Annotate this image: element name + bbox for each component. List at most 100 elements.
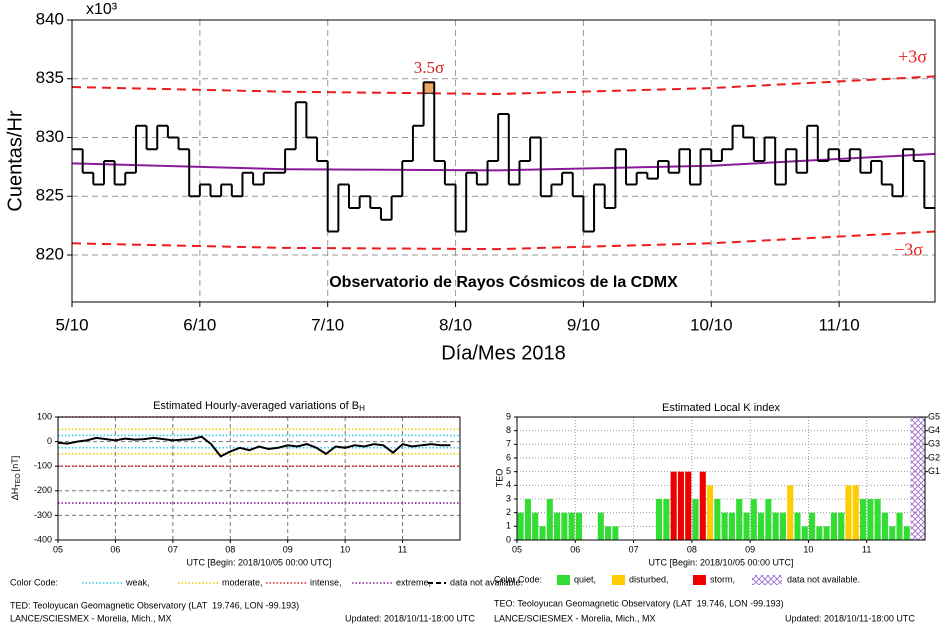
x-tick-label: 7/10 (311, 315, 344, 334)
y-tick-label: 840 (36, 9, 64, 28)
y2-tick-label: G4 (928, 425, 940, 435)
chart-title: Estimated Local K index (662, 402, 781, 414)
bar (714, 499, 721, 540)
plot-frame (57, 416, 461, 541)
bar (801, 526, 808, 540)
bar (605, 526, 612, 540)
legend-label: intense, (310, 577, 342, 587)
x-tick-label: 06 (110, 544, 120, 554)
bar (794, 512, 801, 540)
legend-heading: Color Code: (494, 574, 542, 584)
data-line (57, 435, 451, 458)
bar (597, 512, 604, 540)
plot-frame (516, 416, 926, 541)
bar (561, 512, 568, 540)
x-tick-label: 05 (512, 544, 522, 554)
bar (860, 499, 867, 540)
y-tick-label: 100 (37, 411, 52, 421)
x-axis-label: UTC [Begin: 2018/10/05 00:00 UTC] (648, 557, 793, 567)
footer-text: Updated: 2018/10/11-18:00 UTC (785, 613, 915, 623)
x-tick-label: 11 (398, 544, 407, 554)
bar (816, 526, 823, 540)
x-tick-label: 08 (687, 544, 697, 554)
legend-swatch (693, 575, 706, 585)
exceed-label: 3.5σ (414, 58, 444, 77)
y-tick-label: 4 (506, 480, 511, 490)
legend-label: quiet, (574, 574, 596, 584)
y-tick-label: 835 (36, 68, 64, 87)
bar (612, 526, 619, 540)
sigma-label: −3σ (894, 240, 923, 260)
x-tick-label: 10 (803, 544, 813, 554)
bar (532, 512, 539, 540)
bar (779, 512, 786, 540)
footer-text: LANCE/SCIESMEX - Morelia, Mich., MX (10, 613, 172, 623)
y-tick-label: 7 (506, 439, 511, 449)
chart-title: Observatorio de Rayos Cósmicos de la CDM… (329, 274, 678, 291)
legend-label: data not available. (450, 577, 523, 587)
legend-label: data not available. (787, 574, 860, 584)
bar (539, 526, 546, 540)
bar (699, 471, 706, 540)
bar (852, 485, 859, 540)
bar (743, 512, 750, 540)
bar (546, 499, 553, 540)
footer-text: LANCE/SCIESMEX - Morelia, Mich., MX (494, 613, 656, 623)
bar (663, 499, 670, 540)
legend-swatch (752, 575, 782, 585)
y-tick-label: 9 (506, 411, 511, 421)
x-tick-label: 5/10 (55, 315, 88, 334)
x-tick-label: 9/10 (567, 315, 600, 334)
bar (867, 499, 874, 540)
y-tick-label: 0 (506, 534, 511, 544)
x-tick-label: 11/10 (818, 315, 859, 334)
y-axis-label: ΔHTEO[nT] (10, 456, 21, 500)
bar (685, 471, 692, 540)
bar (736, 499, 743, 540)
y-tick-label: 8 (506, 425, 511, 435)
legend-label: weak, (125, 577, 150, 587)
bar (554, 512, 561, 540)
bar (575, 512, 582, 540)
bar (728, 512, 735, 540)
y-tick-label: 0 (47, 436, 52, 446)
title-subscript: H (359, 404, 365, 413)
y2-tick-label: G1 (928, 466, 940, 476)
bar (874, 499, 881, 540)
y2-tick-label: G3 (928, 439, 940, 449)
bar (758, 512, 765, 540)
x-tick-label: 08 (225, 544, 235, 554)
bar (809, 512, 816, 540)
y2-tick-label: G2 (928, 452, 940, 462)
x-tick-label: 07 (168, 544, 178, 554)
y-axis-label: TEO (494, 469, 504, 488)
y-tick-label: 6 (506, 452, 511, 462)
plot-frame (71, 19, 936, 303)
y-label-text: ΔH (10, 488, 20, 501)
exceed-bar (423, 81, 435, 94)
y-multiplier: x10³ (86, 1, 118, 18)
bar (721, 512, 728, 540)
x-tick-label: 05 (53, 544, 63, 554)
y-axis-label: Cuentas/Hr (4, 110, 26, 211)
y-tick-label: -200 (34, 485, 52, 495)
bar (677, 471, 684, 540)
bar (765, 499, 772, 540)
x-axis-label: Día/Mes 2018 (441, 342, 566, 364)
not-available (917, 417, 925, 540)
x-tick-label: 06 (570, 544, 580, 554)
legend-label: extreme, (396, 577, 431, 587)
y-tick-label: 2 (506, 507, 511, 517)
bar (830, 512, 837, 540)
chart-title: Estimated Hourly-averaged variations of … (153, 400, 365, 413)
sigma-line (71, 230, 936, 251)
bar (517, 512, 524, 540)
x-tick-label: 09 (283, 544, 293, 554)
bar (787, 485, 794, 540)
y-label-subscript: TEO (15, 473, 22, 488)
legend-label: moderate, (222, 577, 263, 587)
legend-label: disturbed, (629, 574, 669, 584)
bar (823, 526, 830, 540)
